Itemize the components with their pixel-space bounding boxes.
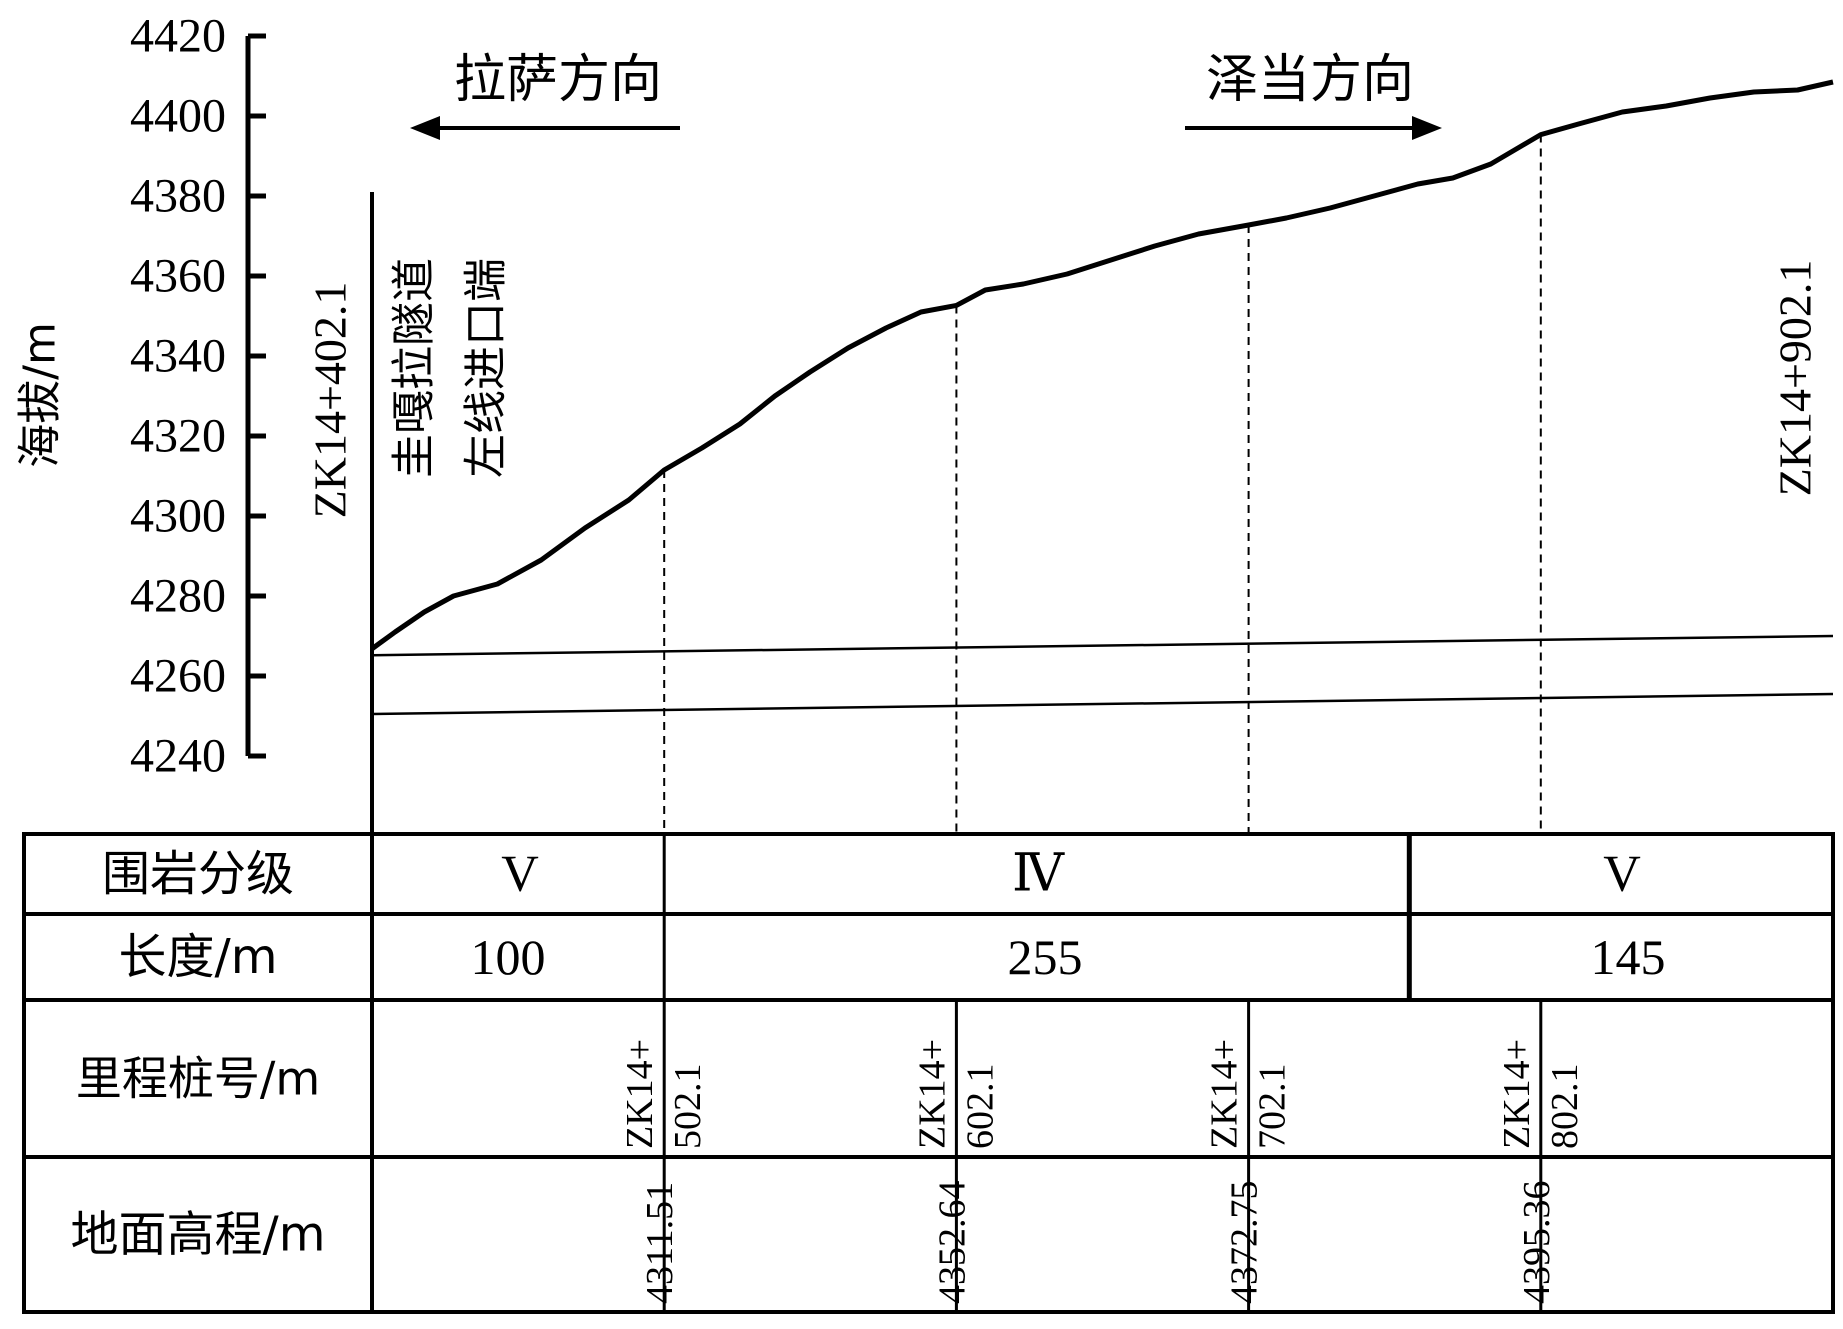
tunnel-design-line <box>371 692 1834 716</box>
rock-grade-value: V <box>501 846 539 903</box>
station-prefix-label: ZK14+ <box>1496 1039 1538 1149</box>
left-arrow <box>410 116 680 140</box>
table-row-label: 地面高程/m <box>71 1207 326 1263</box>
station-suffix-label: 502.1 <box>667 1064 709 1150</box>
y-tick-label: 4280 <box>130 570 226 623</box>
station-prefix-label: ZK14+ <box>619 1039 661 1149</box>
end-station-label: ZK14+902.1 <box>1770 260 1821 497</box>
table-border <box>22 832 1835 1314</box>
right-arrow <box>1185 116 1442 140</box>
rock-grade-value: Ⅳ <box>1012 846 1065 903</box>
ground-elevation-value: 4372.75 <box>1224 1181 1266 1305</box>
y-axis-label: 海拔/m <box>15 322 66 468</box>
station-prefix-label: ZK14+ <box>1204 1039 1246 1149</box>
table-row-label: 围岩分级 <box>102 846 294 902</box>
y-tick-label: 4340 <box>130 330 226 383</box>
table-row-label: 长度/m <box>119 929 278 985</box>
table-row-label: 里程桩号/m <box>76 1052 320 1106</box>
station-suffix-label: 702.1 <box>1252 1064 1294 1150</box>
tunnel-design-line <box>371 634 1834 657</box>
station-suffix-label: 602.1 <box>959 1064 1001 1150</box>
tunnel-name-line1: 圭嘎拉隧道 <box>389 258 440 478</box>
start-station-label: ZK14+402.1 <box>305 282 356 519</box>
station-prefix-label: ZK14+ <box>911 1039 953 1149</box>
tunnel-name-line2: 左线进口端 <box>461 258 512 478</box>
ground-elevation-value: 4352.64 <box>931 1181 973 1305</box>
ground-elevation-value: 4395.36 <box>1516 1181 1558 1305</box>
y-tick-label: 4320 <box>130 410 226 463</box>
y-tick-label: 4420 <box>130 10 226 63</box>
y-tick-label: 4360 <box>130 250 226 303</box>
plot-layer <box>370 79 1834 1312</box>
ground-elevation-value: 4311.51 <box>639 1182 681 1304</box>
annotation-layer: 海拔/m 拉萨方向 泽当方向 ZK14+402.1 ZK14+902.1 圭嘎拉… <box>15 50 1821 518</box>
ground-profile-line <box>370 79 1834 651</box>
y-tick-label: 4300 <box>130 490 226 543</box>
axis-layer: 4240 4260 4280 4300 4320 4340 4360 4380 4400 4420 <box>130 10 266 783</box>
rock-grade-value: V <box>1603 846 1641 903</box>
y-tick-label: 4240 <box>130 730 226 783</box>
y-tick-label: 4380 <box>130 170 226 223</box>
y-tick-label: 4260 <box>130 650 226 703</box>
y-tick-label: 4400 <box>130 90 226 143</box>
section-length-value: 255 <box>1008 929 1083 985</box>
left-direction-label: 拉萨方向 <box>454 50 662 110</box>
right-direction-label: 泽当方向 <box>1206 50 1414 110</box>
station-suffix-label: 802.1 <box>1544 1064 1586 1150</box>
section-length-value: 145 <box>1591 929 1666 985</box>
section-length-value: 100 <box>471 929 546 985</box>
